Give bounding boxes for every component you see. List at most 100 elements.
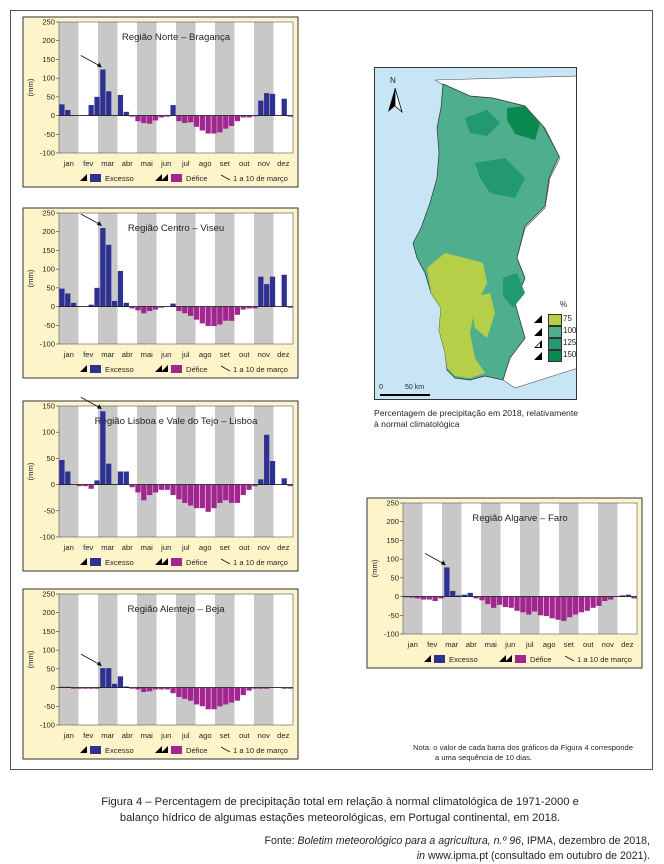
legend-marker-deficit-icon [499, 655, 506, 662]
deficit-bar [211, 687, 217, 710]
excess-bar [269, 93, 276, 116]
deficit-bar [228, 115, 235, 127]
excess-bar [123, 686, 129, 688]
legend-label-excess: Excesso [449, 655, 478, 664]
excess-bar [281, 478, 287, 485]
deficit-bar [199, 687, 205, 707]
excess-bar [100, 668, 106, 688]
month-stripe [215, 406, 235, 537]
excess-bar [269, 461, 276, 485]
legend-marker-deficit-icon [155, 558, 162, 565]
source-note: Fonte: Boletim meteorológico para a agri… [265, 834, 650, 864]
excess-bar [88, 304, 94, 307]
month-label: fev [83, 159, 93, 168]
excess-bar [170, 105, 176, 116]
north-arrow-icon [388, 88, 403, 114]
excess-bar [455, 595, 462, 597]
month-label: dez [621, 640, 633, 649]
march-arrow-line [80, 55, 102, 67]
excess-bar [281, 98, 287, 116]
deficit-bar [252, 306, 258, 309]
deficit-bar [532, 596, 538, 612]
deficit-bar [520, 596, 526, 613]
month-stripe [59, 22, 79, 153]
deficit-bar [193, 115, 200, 127]
month-label: jul [181, 731, 190, 740]
legend-marker-deficit-icon [155, 365, 162, 372]
excess-bar [450, 590, 456, 597]
deficit-bar [479, 596, 485, 601]
legend-swatch-excess [434, 655, 445, 663]
legend-arrow-icon [220, 365, 231, 372]
zone-75-west [427, 253, 487, 378]
deficit-bar [158, 306, 164, 308]
scale-line [380, 394, 430, 396]
legend-swatch-excess [90, 174, 101, 182]
deficit-bar [141, 306, 147, 314]
month-stripe [98, 594, 118, 725]
month-label: nov [258, 543, 270, 552]
legend-class-125 [548, 338, 562, 350]
legend-marker-icons [534, 315, 542, 360]
deficit-bar [88, 687, 94, 689]
source-url: www.ipma.pt (consultado em outubro de 20… [425, 850, 650, 862]
y-tick-label: 150 [42, 55, 55, 64]
month-stripe [137, 406, 157, 537]
deficit-bar [176, 115, 182, 122]
deficit-bar [287, 306, 293, 308]
march-arrow-head [96, 220, 102, 226]
deficit-bar [246, 115, 252, 118]
deficit-bar [264, 687, 270, 689]
deficit-bar [631, 596, 637, 599]
chart-centro: 250 200 150 100 50 0 -50 -100 (mm) Região Centro … [22, 207, 299, 379]
legend-swatch-deficit [515, 655, 526, 663]
legend-arrow-icon [220, 174, 231, 181]
y-tick-label: -50 [44, 702, 55, 711]
deficit-bar [158, 687, 164, 690]
deficit-bar [158, 484, 164, 490]
march-arrow-head [96, 661, 102, 667]
excess-bar [65, 293, 71, 307]
excess-bar [170, 303, 176, 307]
legend-swatch-excess [90, 365, 101, 373]
legend-marker-excess-icon [80, 558, 87, 565]
y-tick-label: 50 [47, 664, 55, 673]
march-arrow-line [80, 396, 102, 409]
y-tick-label: 50 [47, 283, 55, 292]
plot-border [402, 502, 638, 635]
month-label: set [564, 640, 575, 649]
month-label: jul [525, 640, 534, 649]
excess-bar [117, 471, 124, 485]
deficit-bar [188, 115, 194, 123]
deficit-bar [147, 484, 153, 496]
excess-bar [625, 594, 631, 597]
deficit-bar [432, 596, 438, 602]
month-label: jun [504, 640, 515, 649]
legend-label-125: 125 [563, 338, 577, 347]
deficit-bar [281, 687, 287, 689]
deficit-bar [608, 596, 614, 600]
deficit-bar [88, 484, 94, 489]
chart-title: Região Norte – Bragança [122, 32, 231, 43]
deficit-bar [217, 306, 223, 325]
month-label: out [583, 640, 594, 649]
excess-bar [467, 592, 473, 597]
caption-line1: Figura 4 – Percentagem de precipitação t… [101, 796, 579, 808]
deficit-bar [252, 687, 258, 689]
deficit-bar [205, 306, 211, 327]
deficit-bar [287, 115, 293, 117]
deficit-bar [258, 687, 264, 689]
legend-label-deficit: Défice [186, 558, 208, 567]
deficit-bar [129, 306, 135, 309]
excess-bar [258, 479, 264, 485]
month-label: out [239, 159, 250, 168]
legend-marker-excess-icon [80, 365, 87, 372]
legend-marker-deficit-icon [155, 174, 162, 181]
legend-label-arrow: 1 a 10 de março [233, 174, 288, 183]
excess-bar [59, 459, 65, 485]
month-label: fev [83, 350, 93, 359]
month-label: abr [122, 731, 133, 740]
excess-bar [71, 302, 77, 307]
deficit-bar [590, 596, 596, 608]
excess-bar [94, 96, 100, 116]
